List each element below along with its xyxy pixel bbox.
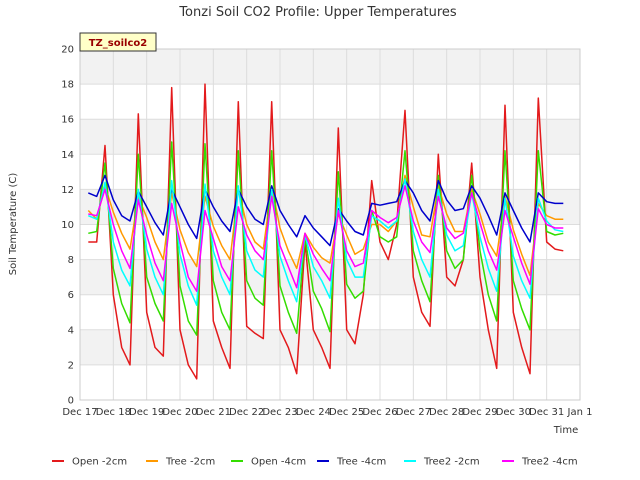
annotation-text: TZ_soilco2 bbox=[89, 38, 148, 49]
legend-item: Tree2 -4cm bbox=[502, 457, 578, 468]
legend-label: Tree2 -4cm bbox=[521, 457, 578, 468]
y-tick-label: 8 bbox=[68, 255, 74, 266]
legend-item: Tree2 -2cm bbox=[404, 457, 480, 468]
legend-item: Tree -2cm bbox=[146, 457, 215, 468]
x-tick-label: Dec 26 bbox=[362, 407, 397, 418]
x-axis-label: Time bbox=[553, 425, 578, 436]
annotation-box-bg bbox=[79, 32, 157, 52]
x-tick-label: Dec 29 bbox=[462, 407, 497, 418]
y-tick-label: 16 bbox=[61, 115, 74, 126]
legend-label: Tree -4cm bbox=[336, 457, 386, 468]
legend: Open -2cm Tree -2cm Open -4cm Tree -4cm Tree… bbox=[52, 457, 578, 468]
x-tick-label: Dec 19 bbox=[129, 407, 164, 418]
plot-band bbox=[80, 49, 580, 85]
y-axis-label: Soil Temperature (C) bbox=[8, 173, 19, 276]
chart-title: Tonzi Soil CO2 Profile: Upper Temperatur… bbox=[178, 5, 457, 20]
plot-band bbox=[80, 154, 580, 190]
plot-frame bbox=[79, 48, 581, 401]
y-tick-label: 20 bbox=[61, 45, 74, 56]
x-tick-label: Dec 18 bbox=[96, 407, 131, 418]
y-tick-label: 6 bbox=[68, 290, 74, 301]
legend-item: Open -2cm bbox=[52, 457, 127, 468]
x-tick-label: Jan 1 bbox=[567, 407, 593, 418]
x-tick-label: Dec 28 bbox=[429, 407, 464, 418]
y-tick-label: 10 bbox=[61, 220, 74, 231]
legend-label: Open -4cm bbox=[251, 457, 306, 468]
legend-label: Tree -2cm bbox=[165, 457, 215, 468]
x-tick-label: Dec 30 bbox=[496, 407, 531, 418]
series-line bbox=[88, 185, 564, 292]
y-tick-label: 12 bbox=[61, 185, 74, 196]
x-tick-label: Dec 17 bbox=[62, 407, 97, 418]
plot-band bbox=[80, 119, 580, 155]
y-tick-labels: 0 2 4 6 8 10 12 14 16 18 20 bbox=[61, 45, 74, 407]
x-tick-label: Dec 25 bbox=[329, 407, 364, 418]
series-layer bbox=[87, 83, 564, 380]
legend-item: Tree -4cm bbox=[317, 457, 386, 468]
x-tick-label: Dec 21 bbox=[196, 407, 231, 418]
series-line bbox=[88, 174, 564, 247]
y-tick-label: 2 bbox=[68, 360, 74, 371]
y-tick-label: 18 bbox=[61, 80, 74, 91]
x-tick-label: Dec 24 bbox=[296, 407, 331, 418]
plot-band bbox=[80, 84, 580, 120]
x-tick-label: Dec 31 bbox=[529, 407, 564, 418]
legend-label: Open -2cm bbox=[72, 457, 127, 468]
legend-item: Open -4cm bbox=[231, 457, 306, 468]
annotation-box: TZ_soilco2 bbox=[79, 32, 157, 52]
y-tick-label: 4 bbox=[68, 325, 74, 336]
plot-band bbox=[80, 364, 580, 400]
x-tick-label: Dec 20 bbox=[162, 407, 197, 418]
x-tick-label: Dec 23 bbox=[262, 407, 297, 418]
x-tick-label: Dec 27 bbox=[396, 407, 431, 418]
plot-band bbox=[80, 189, 580, 225]
x-tick-label: Dec 22 bbox=[229, 407, 264, 418]
y-tick-label: 14 bbox=[61, 150, 74, 161]
legend-label: Tree2 -2cm bbox=[423, 457, 480, 468]
y-tick-label: 0 bbox=[68, 396, 74, 407]
